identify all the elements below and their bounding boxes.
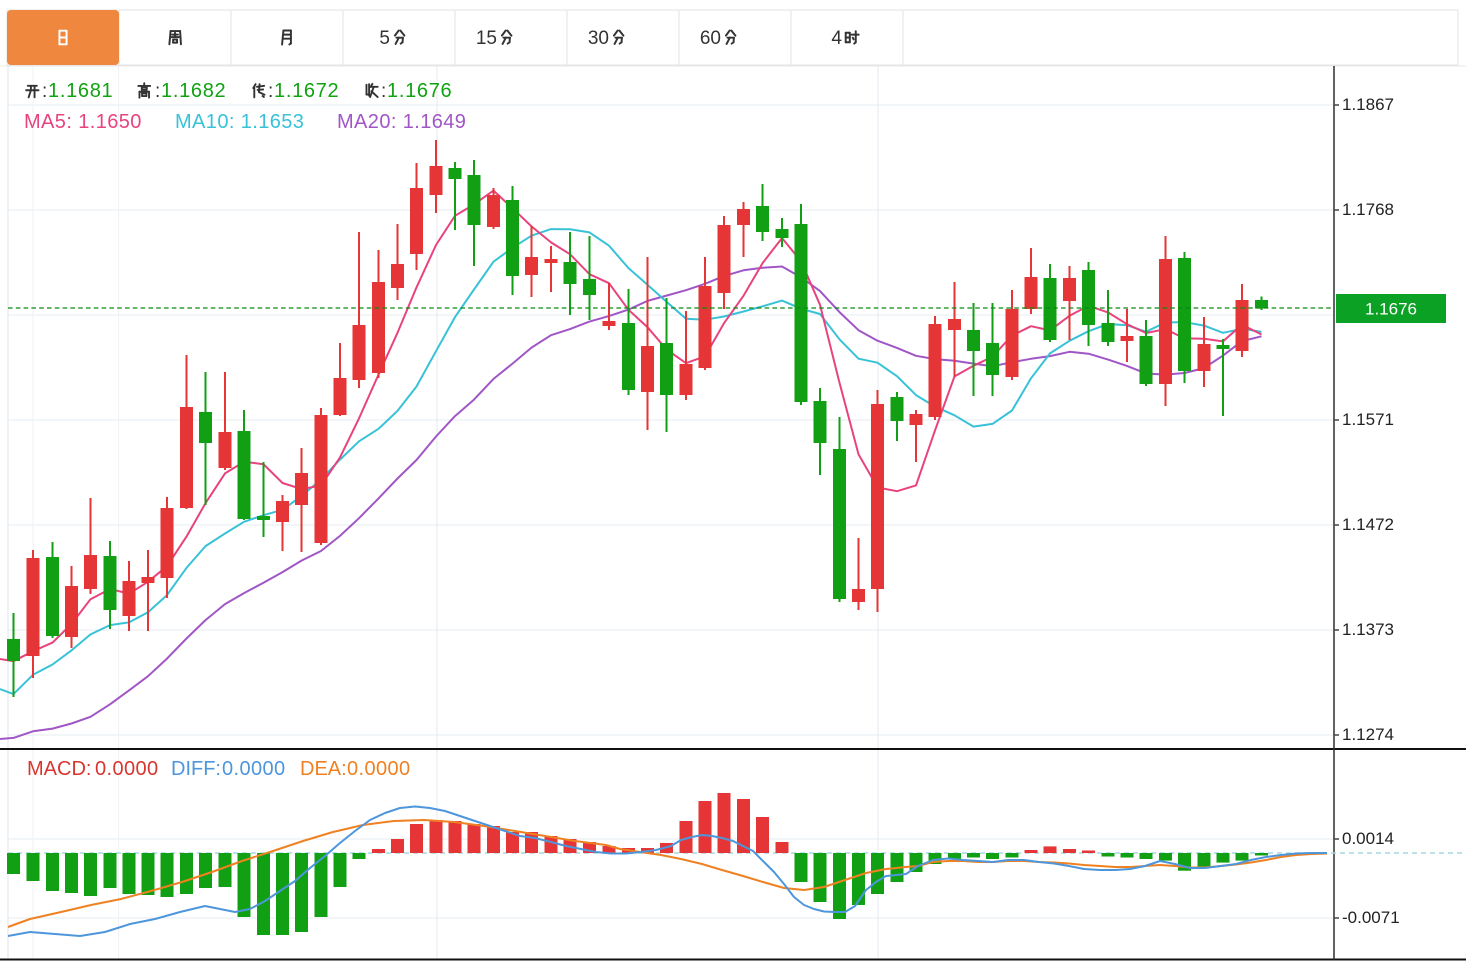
svg-text:5: 5: [379, 28, 390, 49]
svg-text:1.1571: 1.1571: [1342, 410, 1394, 429]
svg-text::: :: [42, 81, 47, 102]
svg-text:0.0000: 0.0000: [347, 758, 411, 780]
svg-text:60: 60: [700, 28, 721, 49]
svg-text:MA5: 1.1650: MA5: 1.1650: [24, 111, 142, 133]
svg-text::: :: [155, 81, 160, 102]
svg-text:0.0014: 0.0014: [1342, 829, 1394, 848]
svg-text:4: 4: [831, 28, 842, 49]
svg-text:MACD:: MACD:: [27, 758, 91, 780]
svg-text:1.1672: 1.1672: [274, 80, 339, 102]
svg-text:MA20: 1.1649: MA20: 1.1649: [337, 111, 466, 133]
svg-text:1.1682: 1.1682: [161, 80, 226, 102]
svg-text:1.1676: 1.1676: [387, 80, 452, 102]
svg-text:1.1676: 1.1676: [1365, 300, 1417, 319]
svg-text:1.1867: 1.1867: [1342, 95, 1394, 114]
svg-text::: :: [268, 81, 273, 102]
svg-text:1.1472: 1.1472: [1342, 515, 1394, 534]
svg-text:0.0000: 0.0000: [222, 758, 286, 780]
svg-text:DEA:: DEA:: [300, 758, 347, 780]
svg-text:1.1274: 1.1274: [1342, 725, 1394, 744]
svg-text:-0.0071: -0.0071: [1342, 908, 1400, 927]
svg-text:1.1768: 1.1768: [1342, 200, 1394, 219]
svg-text::: :: [381, 81, 386, 102]
svg-text:1.1681: 1.1681: [48, 80, 113, 102]
svg-text:MA10: 1.1653: MA10: 1.1653: [175, 111, 304, 133]
svg-text:15: 15: [476, 28, 497, 49]
svg-text:DIFF:: DIFF:: [171, 758, 221, 780]
svg-text:1.1373: 1.1373: [1342, 620, 1394, 639]
svg-text:0.0000: 0.0000: [95, 758, 159, 780]
svg-text:30: 30: [588, 28, 609, 49]
